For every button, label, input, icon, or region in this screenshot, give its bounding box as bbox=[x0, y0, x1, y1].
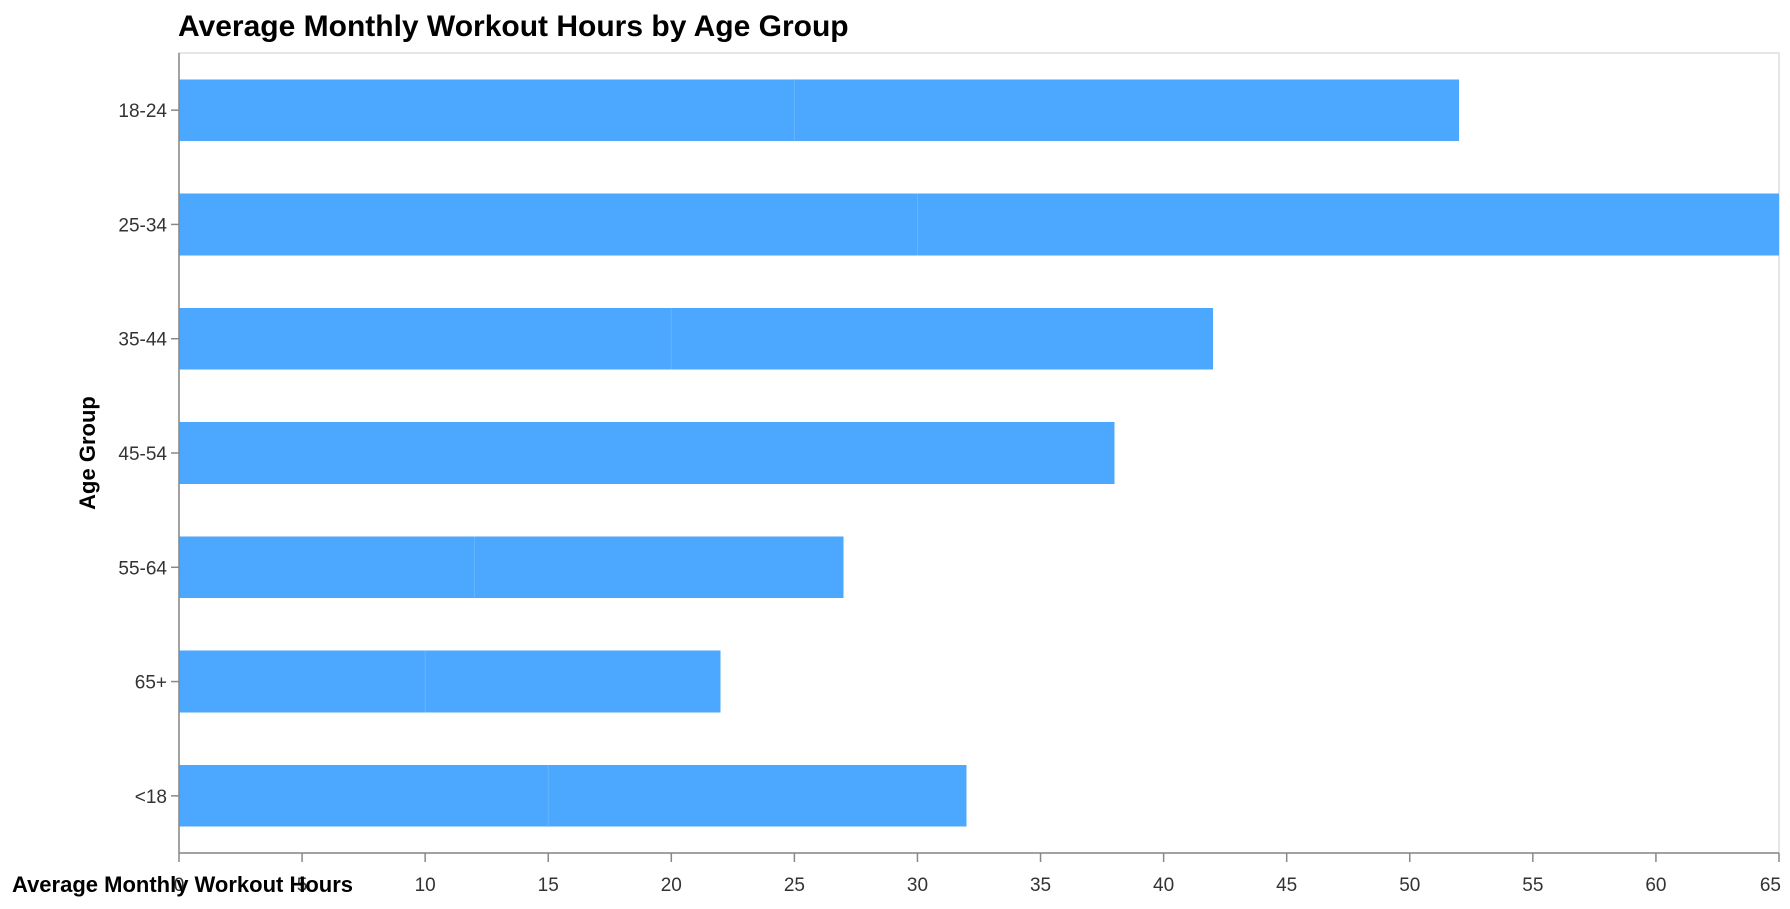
y-tick-label: <18 bbox=[135, 787, 167, 808]
bar-18-24-segment-1 bbox=[179, 79, 795, 141]
x-axis-title: Average Monthly Workout Hours bbox=[12, 872, 353, 897]
x-tick-label: 45 bbox=[1276, 875, 1297, 896]
x-tick-label: 10 bbox=[415, 875, 436, 896]
bar-55-64-segment-2 bbox=[474, 536, 844, 599]
y-tick-label: 25-34 bbox=[118, 215, 167, 236]
y-tick-label: 18-24 bbox=[118, 101, 167, 122]
x-tick-label: 40 bbox=[1153, 875, 1174, 896]
bar-<18-segment-2 bbox=[548, 765, 967, 827]
bars-group bbox=[179, 79, 1779, 827]
bar-25-34-segment-2 bbox=[917, 193, 1779, 256]
y-tick-label: 65+ bbox=[135, 673, 167, 694]
x-tick-label: 30 bbox=[907, 875, 928, 896]
x-tick-label: 35 bbox=[1030, 875, 1051, 896]
bar-35-44-segment-2 bbox=[671, 307, 1213, 370]
x-tick-label: 0 bbox=[174, 875, 185, 896]
x-tick-label: 55 bbox=[1522, 875, 1543, 896]
x-tick-label: 25 bbox=[784, 875, 805, 896]
x-tick-label: 65 bbox=[1760, 875, 1781, 896]
bar-65+-segment-1 bbox=[179, 650, 426, 713]
x-tick-label: 5 bbox=[297, 875, 308, 896]
x-tick-label: 15 bbox=[538, 875, 559, 896]
bar-55-64-segment-1 bbox=[179, 536, 475, 599]
x-tick-label: 60 bbox=[1645, 875, 1666, 896]
x-tick-label: 50 bbox=[1399, 875, 1420, 896]
y-axis: 18-24 25-34 35-44 45-54 55-64 65+ <18 bbox=[118, 53, 180, 853]
y-tick-label: 45-54 bbox=[118, 444, 167, 465]
x-axis: 0 5 10 15 20 25 30 35 40 45 50 55 60 65 bbox=[174, 852, 1781, 896]
bar-18-24-segment-2 bbox=[794, 79, 1459, 141]
bar-45-54-segment-1 bbox=[179, 422, 1115, 484]
bar-35-44-segment-1 bbox=[179, 307, 672, 370]
y-tick-label: 35-44 bbox=[118, 330, 167, 351]
bar-25-34-segment-1 bbox=[179, 193, 918, 256]
y-axis-title: Age Group bbox=[75, 396, 100, 510]
y-tick-label: 55-64 bbox=[118, 558, 167, 579]
x-tick-label: 20 bbox=[661, 875, 682, 896]
bar-65+-segment-2 bbox=[425, 650, 721, 713]
chart-title: Average Monthly Workout Hours by Age Gro… bbox=[178, 10, 849, 43]
bar-<18-segment-1 bbox=[179, 765, 549, 827]
